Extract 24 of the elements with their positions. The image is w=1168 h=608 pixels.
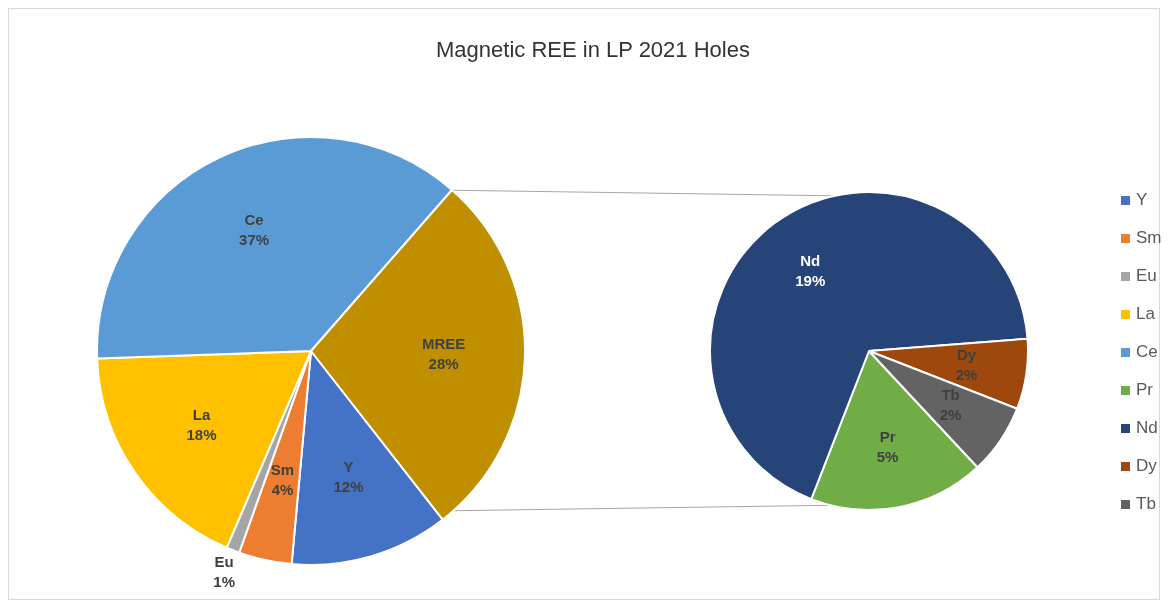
data-label: 4% [271, 480, 294, 498]
data-label: 2% [955, 365, 978, 383]
slice-label: Pr [879, 427, 896, 445]
legend-label: Y [1136, 190, 1148, 210]
legend-label: Dy [1136, 456, 1157, 476]
slice-label: Ce [244, 211, 264, 229]
slice-label: Eu [214, 552, 234, 570]
legend-label: Nd [1136, 418, 1158, 438]
legend-label: Tb [1136, 494, 1156, 514]
data-label: 5% [876, 447, 899, 465]
slice-label: La [192, 406, 211, 424]
legend-label: Sm [1136, 228, 1162, 248]
slice-label: Sm [270, 460, 295, 478]
slice-label: Dy [956, 345, 977, 363]
legend-label: La [1136, 304, 1155, 324]
data-label: 37% [239, 231, 270, 249]
legend-label: Eu [1136, 266, 1157, 286]
legend-label: Ce [1136, 342, 1158, 362]
legend-label: Pr [1136, 380, 1153, 400]
slice-label: Y [343, 458, 354, 476]
chart-title: Magnetic REE in LP 2021 Holes [435, 37, 751, 63]
data-label: 18% [186, 426, 217, 444]
data-label: 12% [333, 478, 364, 496]
data-label: 1% [213, 572, 235, 590]
